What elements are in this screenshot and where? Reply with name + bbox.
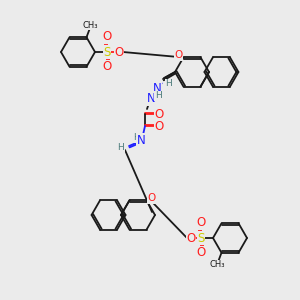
Text: H: H (154, 92, 161, 100)
Text: O: O (196, 247, 206, 260)
Text: O: O (114, 46, 124, 59)
Text: N: N (153, 82, 161, 94)
Text: O: O (154, 119, 164, 133)
Text: S: S (103, 46, 111, 59)
Text: N: N (147, 92, 155, 106)
Text: H: H (118, 143, 124, 152)
Text: O: O (174, 50, 183, 60)
Text: O: O (186, 232, 196, 244)
Text: CH₃: CH₃ (83, 21, 98, 30)
Text: O: O (102, 31, 112, 44)
Text: S: S (197, 232, 205, 244)
Text: O: O (102, 61, 112, 74)
Text: CH₃: CH₃ (210, 260, 225, 269)
Text: O: O (154, 107, 164, 121)
Text: N: N (136, 134, 146, 146)
Text: O: O (147, 193, 156, 203)
Text: O: O (196, 217, 206, 230)
Text: H: H (166, 80, 172, 88)
Text: H: H (134, 134, 140, 142)
